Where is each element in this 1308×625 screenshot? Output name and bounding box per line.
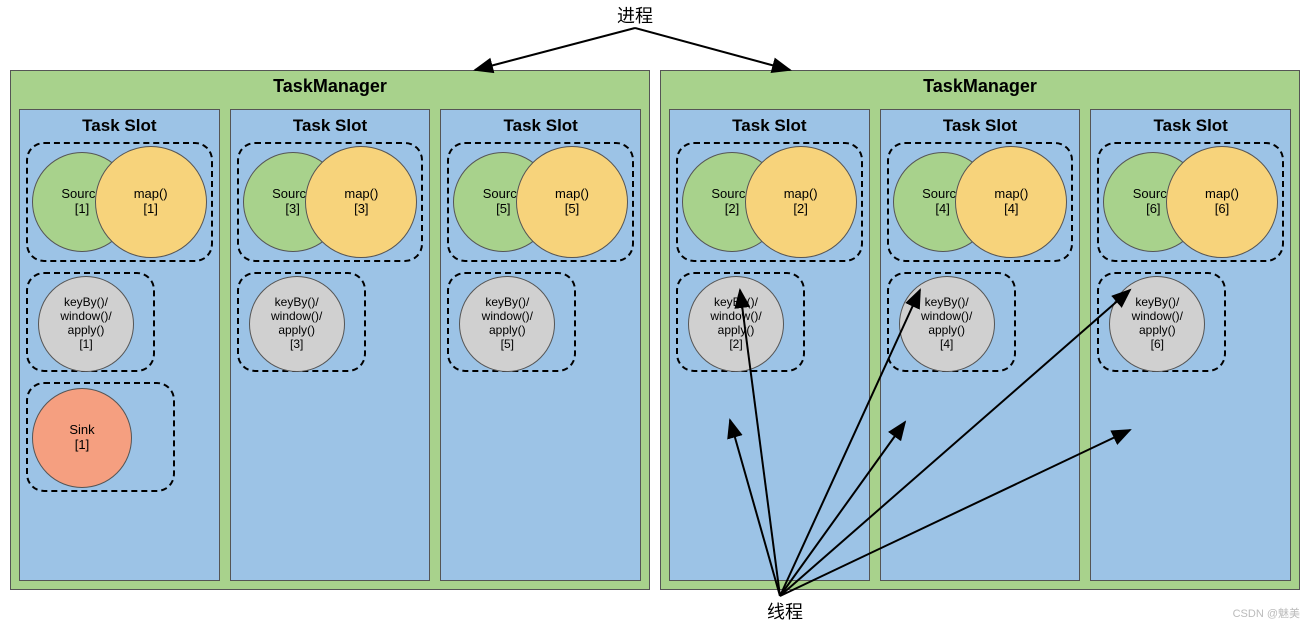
task-slot-title: Task Slot <box>1091 116 1290 136</box>
task-slot: Task Slot Source[6]map()[6] keyBy()/window… <box>1090 109 1291 581</box>
map-node: map()[5] <box>516 146 628 258</box>
watermark: CSDN @魅美 <box>1233 605 1300 621</box>
keyby-group: keyBy()/window()/apply()[4] <box>887 272 1016 372</box>
slots-row: Task Slot Source[2]map()[2] keyBy()/window… <box>661 101 1299 589</box>
task-slot-title: Task Slot <box>231 116 430 136</box>
thread-label: 线程 <box>755 598 815 624</box>
sink-group: Sink[1] <box>26 382 175 492</box>
keyby-node: keyBy()/window()/apply()[4] <box>899 276 995 372</box>
source-map-group: Source[4]map()[4] <box>887 142 1074 262</box>
keyby-node: keyBy()/window()/apply()[5] <box>459 276 555 372</box>
keyby-group: keyBy()/window()/apply()[2] <box>676 272 805 372</box>
keyby-node: keyBy()/window()/apply()[2] <box>688 276 784 372</box>
task-manager: TaskManager Task Slot Source[2]map()[2] key… <box>660 70 1300 590</box>
map-node: map()[3] <box>305 146 417 258</box>
task-slot: Task Slot Source[1]map()[1] keyBy()/window… <box>19 109 220 581</box>
sink-node: Sink[1] <box>32 388 132 488</box>
source-map-group: Source[2]map()[2] <box>676 142 863 262</box>
keyby-node: keyBy()/window()/apply()[1] <box>38 276 134 372</box>
keyby-group: keyBy()/window()/apply()[6] <box>1097 272 1226 372</box>
keyby-node: keyBy()/window()/apply()[3] <box>249 276 345 372</box>
task-slot-title: Task Slot <box>881 116 1080 136</box>
task-slot-title: Task Slot <box>670 116 869 136</box>
task-manager: TaskManager Task Slot Source[1]map()[1] key… <box>10 70 650 590</box>
keyby-group: keyBy()/window()/apply()[3] <box>237 272 366 372</box>
task-slot: Task Slot Source[3]map()[3] keyBy()/window… <box>230 109 431 581</box>
keyby-node: keyBy()/window()/apply()[6] <box>1109 276 1205 372</box>
process-arrow <box>635 28 790 70</box>
keyby-group: keyBy()/window()/apply()[5] <box>447 272 576 372</box>
source-map-group: Source[1]map()[1] <box>26 142 213 262</box>
keyby-group: keyBy()/window()/apply()[1] <box>26 272 155 372</box>
task-slot-title: Task Slot <box>441 116 640 136</box>
source-map-group: Source[5]map()[5] <box>447 142 634 262</box>
task-slot-title: Task Slot <box>20 116 219 136</box>
task-manager-title: TaskManager <box>661 71 1299 101</box>
source-map-group: Source[3]map()[3] <box>237 142 424 262</box>
task-slot: Task Slot Source[4]map()[4] keyBy()/window… <box>880 109 1081 581</box>
process-arrow <box>475 28 635 70</box>
map-node: map()[6] <box>1166 146 1278 258</box>
task-slot: Task Slot Source[5]map()[5] keyBy()/window… <box>440 109 641 581</box>
map-node: map()[1] <box>95 146 207 258</box>
task-slot: Task Slot Source[2]map()[2] keyBy()/window… <box>669 109 870 581</box>
task-manager-title: TaskManager <box>11 71 649 101</box>
map-node: map()[2] <box>745 146 857 258</box>
source-map-group: Source[6]map()[6] <box>1097 142 1284 262</box>
slots-row: Task Slot Source[1]map()[1] keyBy()/window… <box>11 101 649 589</box>
process-label: 进程 <box>605 2 665 28</box>
map-node: map()[4] <box>955 146 1067 258</box>
